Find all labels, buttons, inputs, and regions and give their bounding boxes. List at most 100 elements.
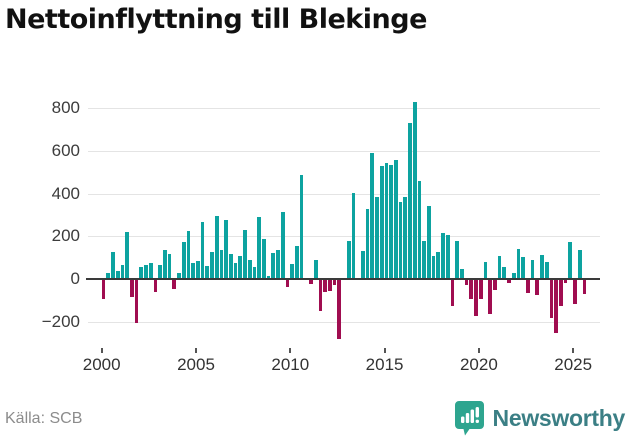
bar — [474, 279, 478, 317]
bar — [271, 253, 276, 279]
bar — [436, 251, 441, 279]
bar — [554, 279, 559, 334]
bar — [153, 279, 158, 293]
bar — [445, 235, 450, 279]
bar — [493, 279, 497, 291]
gridline-400 — [88, 193, 600, 195]
bar — [285, 279, 290, 288]
bar — [210, 252, 214, 279]
bar — [398, 202, 403, 279]
bar — [129, 279, 134, 297]
bar — [516, 249, 521, 279]
bar — [535, 279, 540, 295]
chart-title: Nettoinflyttning till Blekinge — [5, 4, 427, 35]
bar — [469, 279, 474, 300]
newsworthy-badge-icon — [454, 401, 484, 436]
x-axis-tick-label: 2005 — [177, 355, 215, 374]
bar — [497, 255, 502, 279]
x-axis-tick-label: 2020 — [459, 355, 498, 374]
x-axis-tick-label: 2010 — [271, 355, 310, 374]
y-axis-tick-label: 800 — [51, 98, 80, 118]
bar — [172, 279, 177, 290]
bar — [582, 279, 587, 294]
logo-exclamation-dot — [475, 419, 479, 423]
x-axis-tick-label: 2015 — [365, 355, 404, 374]
bar — [181, 242, 186, 279]
bar — [403, 196, 408, 279]
bar — [530, 260, 535, 279]
bar — [167, 254, 172, 279]
bar — [389, 164, 393, 279]
gridline-600 — [88, 150, 600, 152]
bar — [238, 256, 243, 279]
gridline-800 — [88, 108, 600, 110]
logo-exclamation-stem — [475, 407, 479, 418]
bar — [252, 267, 257, 279]
bar — [101, 279, 106, 300]
x-axis-tick-mark — [572, 348, 575, 353]
bar — [229, 254, 233, 279]
logo-bar-3 — [470, 409, 474, 423]
bar — [544, 262, 549, 279]
bar — [521, 256, 526, 279]
bar — [441, 233, 445, 279]
bar — [115, 270, 120, 279]
gridline--200 — [88, 321, 600, 323]
bar — [460, 269, 464, 279]
bar — [351, 193, 356, 279]
bar — [502, 267, 507, 279]
bar — [384, 163, 389, 279]
bar — [526, 279, 530, 294]
bar — [483, 261, 488, 279]
y-axis-tick-label: −200 — [41, 311, 80, 331]
bar — [577, 250, 582, 279]
gridline-200 — [88, 236, 600, 238]
bar — [431, 255, 436, 279]
bar — [177, 273, 181, 279]
bar — [455, 240, 459, 279]
bar — [417, 180, 422, 279]
bar — [120, 264, 125, 279]
bar — [412, 102, 417, 279]
bar — [427, 205, 431, 279]
bar — [158, 264, 162, 279]
x-axis-tick-mark — [100, 348, 103, 353]
bar — [280, 212, 285, 279]
y-axis-tick-label: 400 — [51, 183, 80, 203]
logo-bar-1 — [460, 416, 464, 423]
bar — [337, 279, 342, 339]
bar — [125, 231, 129, 279]
bar — [200, 222, 205, 279]
bar — [332, 279, 337, 285]
bar — [328, 279, 332, 291]
bar — [139, 267, 144, 279]
bar — [375, 197, 379, 279]
x-axis-tick-mark — [289, 348, 292, 353]
bar — [299, 174, 304, 279]
bar — [233, 263, 238, 279]
bar — [243, 229, 247, 279]
y-axis-tick-label: 200 — [51, 226, 80, 246]
bar — [266, 275, 271, 279]
bar — [318, 279, 323, 311]
bar — [313, 259, 318, 279]
newsworthy-logo: Newsworthy — [454, 400, 625, 436]
bar — [549, 279, 554, 319]
source-note: Källa: SCB — [5, 410, 83, 427]
bar — [450, 279, 455, 306]
logo-bar-2 — [465, 413, 469, 423]
bar — [507, 279, 511, 284]
bar — [163, 249, 167, 279]
bar — [422, 241, 426, 279]
plot-area: 800 600 400 200 0 −200 2000 2005 2010 2015 2020 202… — [0, 60, 631, 390]
bar — [540, 254, 544, 279]
bar — [478, 279, 483, 300]
y-axis-tick-label: 600 — [51, 140, 80, 160]
bar — [559, 279, 563, 306]
bar — [573, 279, 577, 304]
x-axis-tick-mark — [383, 348, 386, 353]
x-axis-tick-mark — [195, 348, 197, 353]
bar — [257, 217, 261, 279]
x-axis-tick-label: 2000 — [82, 355, 121, 374]
